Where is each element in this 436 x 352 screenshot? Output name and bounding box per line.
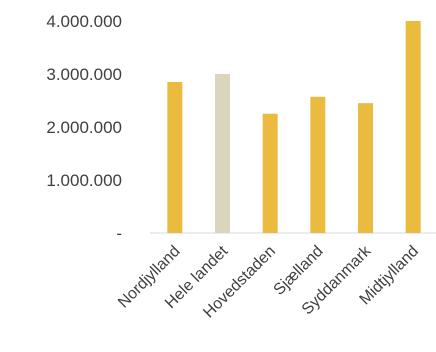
y-tick-label: 4.000.000 bbox=[46, 12, 122, 31]
bar bbox=[167, 81, 183, 233]
bar bbox=[262, 113, 278, 233]
bar bbox=[405, 21, 421, 233]
bars bbox=[167, 21, 421, 234]
y-axis-ticks: - 1.000.000 2.000.000 3.000.000 4.000.000 bbox=[46, 12, 122, 243]
y-tick-label: 2.000.000 bbox=[46, 118, 122, 137]
bar bbox=[215, 74, 230, 233]
y-tick-label: 3.000.000 bbox=[46, 65, 122, 84]
bar bbox=[310, 96, 326, 233]
y-tick-label: 1.000.000 bbox=[46, 171, 122, 190]
y-tick-label: - bbox=[116, 224, 122, 243]
bar bbox=[358, 103, 373, 234]
